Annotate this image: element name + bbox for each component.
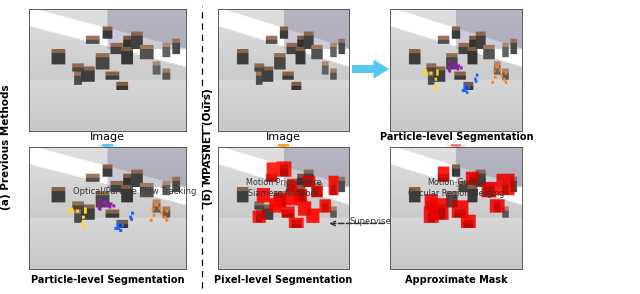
Polygon shape [445, 146, 467, 147]
Text: Motion Prior-Aware
Siamese Network: Motion Prior-Aware Siamese Network [246, 178, 321, 198]
Text: Particle-level Segmentation: Particle-level Segmentation [380, 132, 533, 142]
Text: Image: Image [266, 132, 301, 142]
Polygon shape [278, 144, 289, 146]
Text: Particle-level Segmentation: Particle-level Segmentation [31, 275, 184, 285]
Text: Approximate Mask: Approximate Mask [405, 275, 508, 285]
Text: Supervise: Supervise [349, 218, 391, 226]
Text: Image: Image [90, 132, 125, 142]
Polygon shape [352, 65, 374, 74]
Polygon shape [451, 144, 461, 146]
Polygon shape [273, 146, 295, 147]
Text: (b) MPASNET (Ours): (b) MPASNET (Ours) [203, 88, 213, 206]
Text: Pixel-level Segmentation: Pixel-level Segmentation [214, 275, 353, 285]
Text: Optical/Particle Flow Tracking: Optical/Particle Flow Tracking [73, 187, 196, 196]
Polygon shape [95, 146, 120, 147]
Text: (a) Previous Methods: (a) Previous Methods [1, 84, 12, 210]
Polygon shape [102, 144, 113, 146]
Text: Motion-Guided
Circular Region Merging: Motion-Guided Circular Region Merging [408, 178, 504, 198]
Polygon shape [374, 59, 389, 78]
